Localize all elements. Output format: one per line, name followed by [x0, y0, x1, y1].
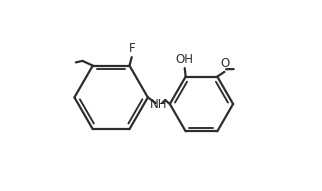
Text: O: O — [220, 57, 229, 70]
Text: NH: NH — [150, 98, 167, 111]
Text: OH: OH — [176, 53, 194, 66]
Text: F: F — [129, 42, 136, 55]
